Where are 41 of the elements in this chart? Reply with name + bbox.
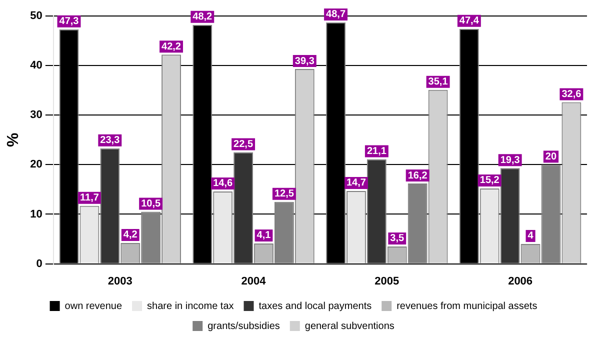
data-label: 39,3	[294, 56, 315, 67]
x-tick-label: 2005	[374, 275, 400, 288]
x-tick-label: 2003	[108, 275, 132, 288]
legend-label: grants/subsidies	[208, 320, 280, 332]
y-tick-label: 20	[30, 158, 42, 171]
data-label: 12,5	[274, 188, 294, 200]
data-label: 14,6	[213, 178, 234, 190]
data-label: 23,3	[100, 135, 120, 146]
data-label: 47,4	[459, 16, 480, 27]
x-tick-label: 2004	[241, 275, 267, 288]
y-tick-label: 10	[30, 208, 42, 220]
data-label: 47,3	[59, 16, 80, 28]
data-label: 11,7	[80, 192, 100, 204]
legend-label: share in income tax	[147, 300, 234, 312]
y-tick-label: 50	[30, 10, 42, 22]
y-axis-title: %	[5, 132, 22, 148]
data-label: 3,5	[390, 233, 405, 244]
data-label: 32,6	[562, 88, 582, 100]
legend-label: revenues from municipal assets	[396, 300, 538, 312]
data-label: 16,2	[408, 170, 428, 182]
data-label: 48,7	[326, 9, 346, 20]
data-label: 22,5	[234, 139, 254, 150]
x-tick-label: 2006	[508, 275, 533, 288]
data-label: 10,5	[141, 198, 161, 210]
data-label: 35,1	[428, 76, 448, 88]
data-label: 20	[545, 151, 557, 162]
legend-label: own revenue	[64, 300, 122, 312]
data-label: 19,3	[500, 154, 520, 166]
y-tick-label: 30	[30, 109, 42, 122]
data-label: 4,2	[123, 230, 138, 241]
y-tick-label: 40	[30, 60, 42, 72]
data-label: 42,2	[162, 41, 182, 52]
legend-label: general subventions	[304, 320, 394, 332]
legend-label: taxes and local payments	[258, 300, 372, 312]
data-label: 48,2	[192, 12, 213, 23]
data-label: 14,7	[346, 178, 366, 189]
data-label: 4,1	[256, 230, 272, 242]
y-tick-label: 0	[36, 258, 42, 270]
data-label: 15,2	[480, 175, 500, 186]
data-label: 4	[528, 230, 534, 242]
data-label: 21,1	[366, 146, 387, 157]
